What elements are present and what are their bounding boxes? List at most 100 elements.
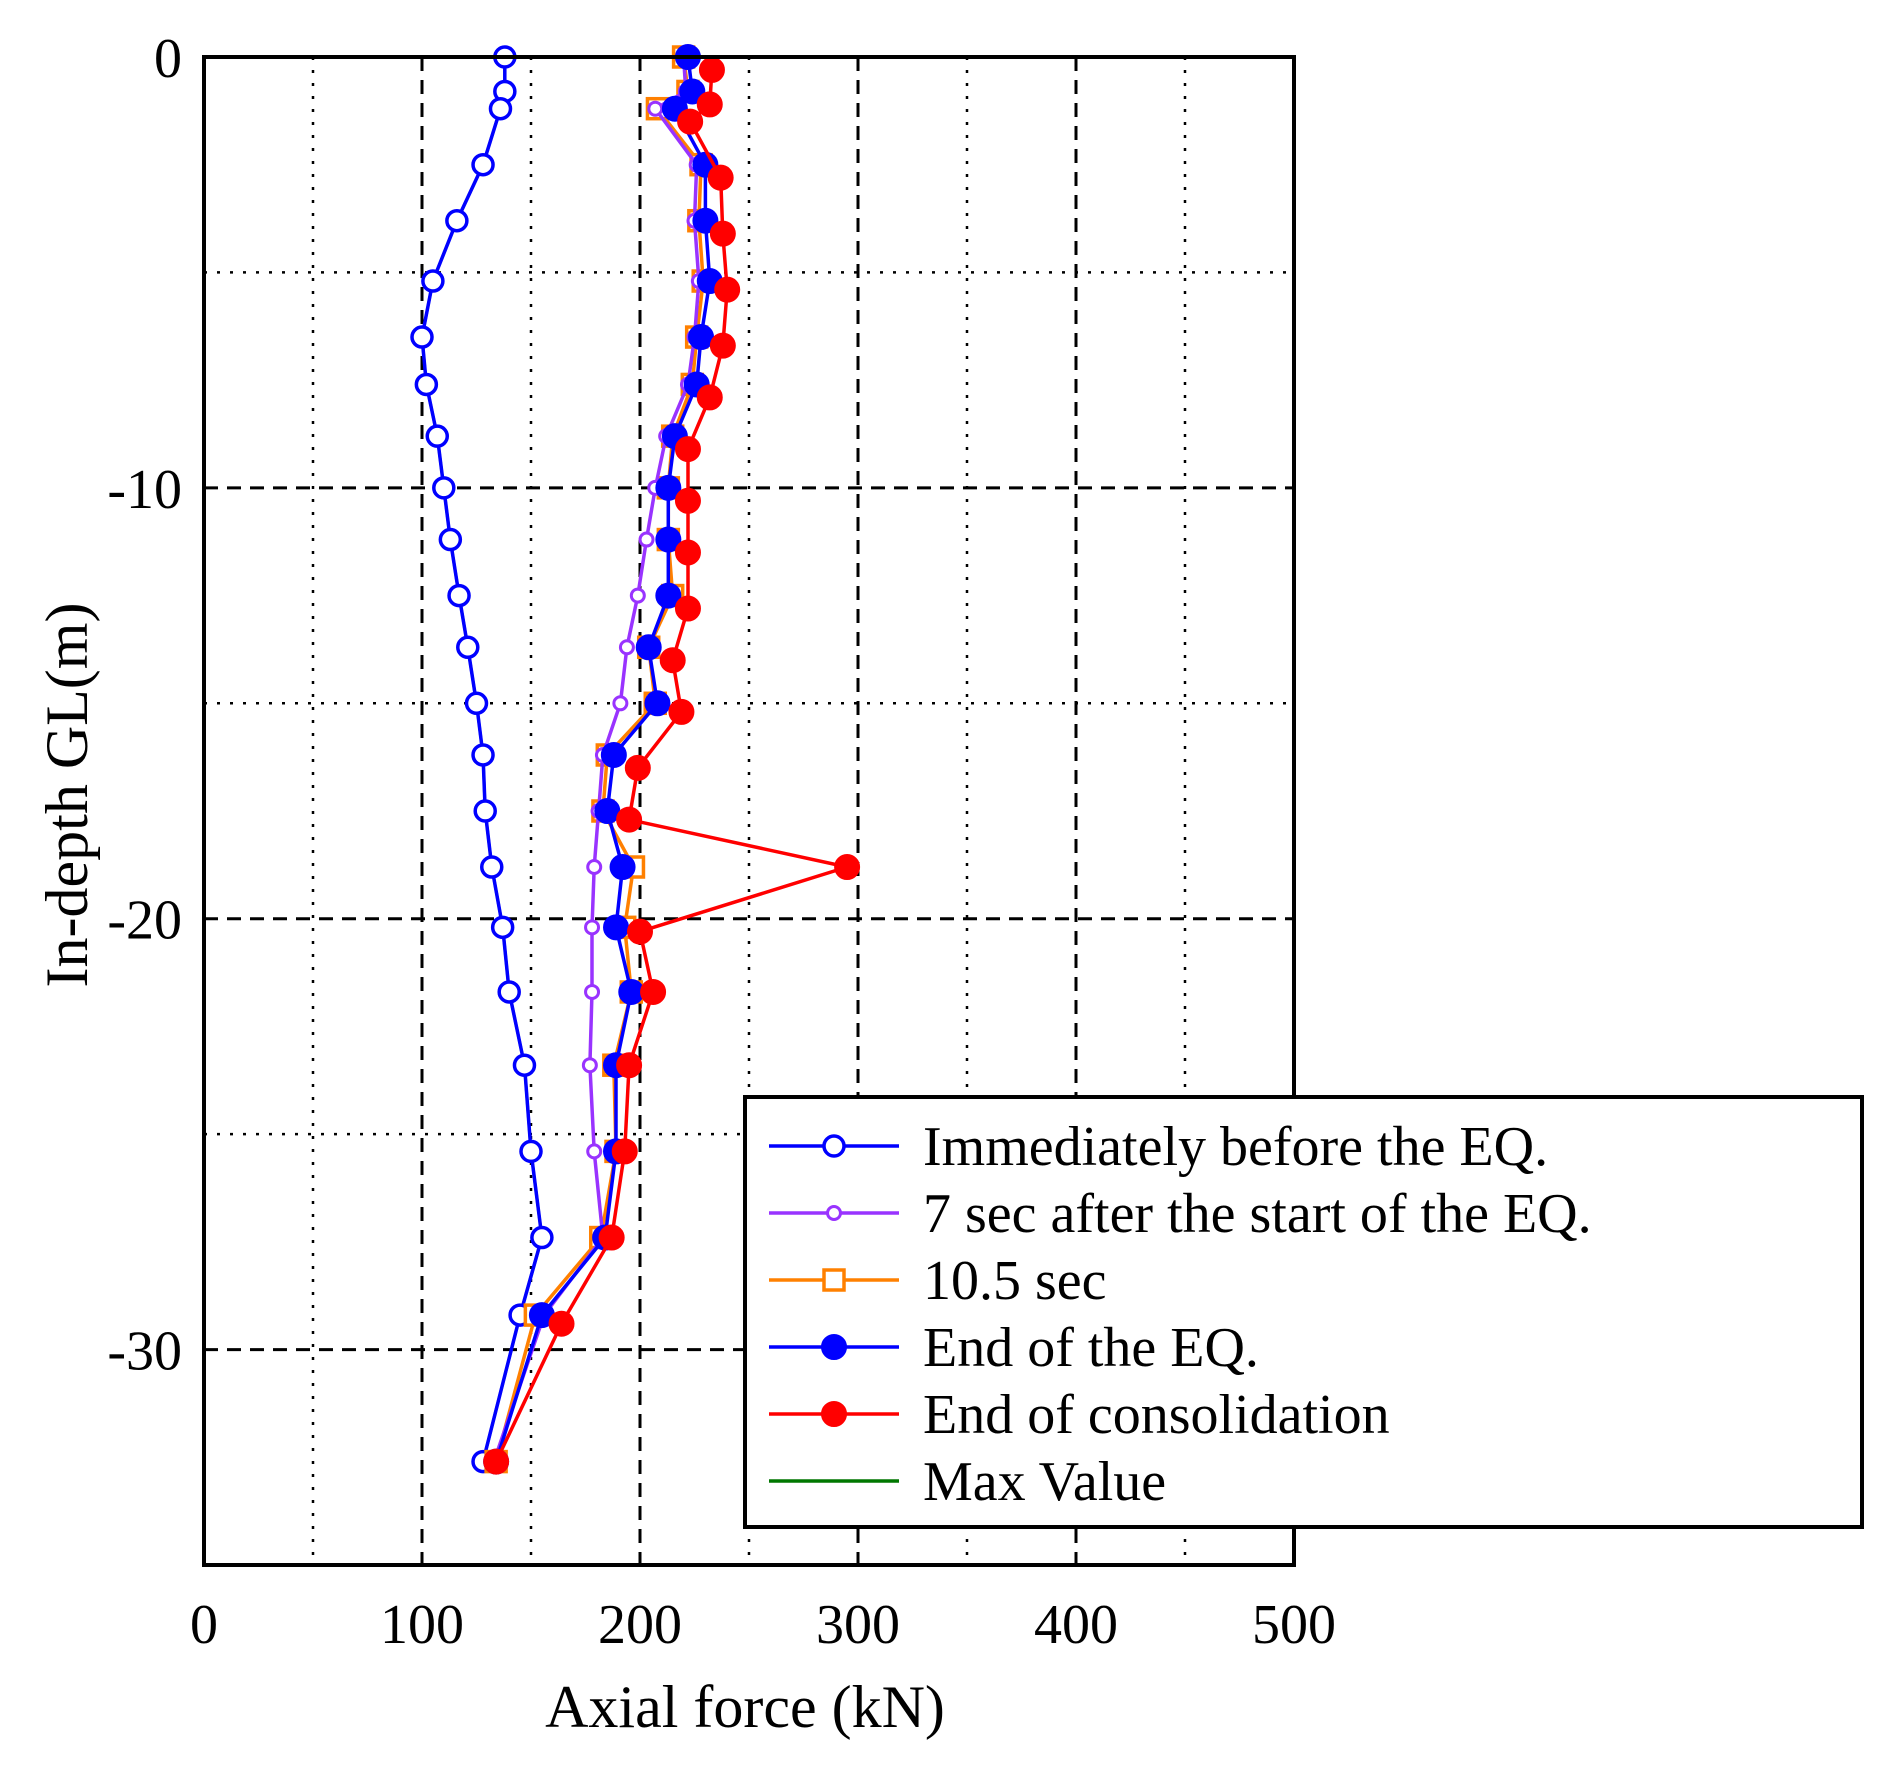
plot-frame <box>202 55 1296 1567</box>
data-point <box>707 164 734 191</box>
data-point <box>473 799 497 823</box>
data-point <box>677 108 704 135</box>
data-point <box>659 647 686 674</box>
data-point <box>627 918 653 945</box>
data-point <box>410 325 434 349</box>
data-point <box>548 1310 575 1337</box>
x-tick-label: 0 <box>190 1594 218 1656</box>
data-point <box>640 978 667 1005</box>
data-point <box>464 691 489 716</box>
data-point <box>586 1143 603 1160</box>
data-point <box>668 698 695 725</box>
legend-entry: Immediately before the EQ. <box>769 1116 1548 1178</box>
legend-label: Max Value <box>923 1451 1166 1513</box>
data-point <box>692 207 719 234</box>
data-point <box>822 1268 846 1292</box>
data-point <box>674 487 701 514</box>
data-point <box>421 269 445 293</box>
data-point <box>674 595 701 622</box>
x-tick-label: 500 <box>1252 1594 1336 1656</box>
legend-label: 7 sec after the start of the EQ. <box>923 1183 1592 1245</box>
data-point <box>674 539 701 566</box>
data-point <box>598 1224 625 1251</box>
data-point <box>480 855 504 879</box>
data-point <box>425 424 450 448</box>
legend-label: 10.5 sec <box>923 1250 1107 1312</box>
data-point <box>581 1057 598 1074</box>
data-point <box>512 1053 537 1077</box>
x-axis-title: Axial force (kN) <box>545 1674 945 1740</box>
data-point <box>584 919 601 936</box>
data-point <box>709 220 736 247</box>
data-point <box>432 476 456 500</box>
legend-label: End of consolidation <box>923 1384 1390 1446</box>
series-layer <box>410 44 861 1475</box>
x-tick-label: 100 <box>380 1594 464 1656</box>
legend-entry: 10.5 sec <box>769 1250 1107 1312</box>
data-point <box>611 1138 638 1165</box>
data-point <box>600 741 627 768</box>
data-point <box>834 854 861 881</box>
data-point <box>609 854 636 881</box>
legend-label: Immediately before the EQ. <box>923 1116 1548 1178</box>
legend-entry: 7 sec after the start of the EQ. <box>769 1183 1592 1245</box>
data-point <box>497 980 521 1004</box>
y-tick-label: -10 <box>107 459 182 521</box>
data-point <box>644 690 671 717</box>
data-point <box>445 208 469 233</box>
data-point <box>447 583 471 608</box>
data-point <box>679 78 706 105</box>
data-point <box>616 806 643 833</box>
data-point <box>490 915 515 940</box>
data-point <box>635 634 662 661</box>
tick-labels: 0 100 200 300 400 500 0 -10 -20 -30 <box>107 28 1336 1656</box>
data-point <box>584 983 601 1000</box>
legend: Immediately before the EQ.7 sec after th… <box>743 1095 1864 1529</box>
series-5 <box>483 56 861 1475</box>
data-point <box>612 695 629 712</box>
data-point <box>603 914 630 941</box>
series-line <box>492 56 701 1463</box>
data-point <box>714 276 741 303</box>
y-tick-label: 0 <box>154 28 182 90</box>
legend-entry: End of consolidation <box>769 1384 1390 1446</box>
data-point <box>624 754 651 781</box>
data-point <box>688 324 715 351</box>
data-point <box>821 1401 847 1427</box>
data-point <box>483 1448 510 1475</box>
data-point <box>616 1052 643 1079</box>
data-point <box>519 1139 543 1164</box>
data-point <box>488 96 513 121</box>
data-point <box>674 436 701 463</box>
data-point <box>586 859 603 876</box>
y-axis-title: In-depth GL(m) <box>34 603 100 988</box>
data-point <box>629 587 646 604</box>
data-point <box>822 1134 846 1158</box>
data-point <box>471 743 495 767</box>
x-tick-label: 400 <box>1034 1594 1118 1656</box>
data-point <box>655 582 682 609</box>
data-point <box>594 798 621 824</box>
data-point <box>821 1334 847 1360</box>
data-point <box>696 91 723 118</box>
x-tick-label: 300 <box>816 1594 900 1656</box>
legend-entry: End of the EQ. <box>769 1317 1259 1379</box>
y-tick-label: -30 <box>107 1321 182 1383</box>
data-point <box>696 384 723 411</box>
x-tick-label: 200 <box>598 1594 682 1656</box>
legend-box <box>743 1095 1864 1529</box>
data-point <box>826 1205 842 1221</box>
data-point <box>438 527 463 552</box>
y-tick-label: -20 <box>107 890 182 952</box>
data-point <box>414 372 439 397</box>
data-point <box>638 531 655 548</box>
data-point <box>618 978 645 1005</box>
legend-entry: Max Value <box>769 1451 1166 1513</box>
data-point <box>698 56 725 83</box>
data-point <box>456 635 480 660</box>
series-1 <box>410 45 554 1474</box>
data-point <box>618 639 635 656</box>
data-point <box>709 332 736 359</box>
legend-label: End of the EQ. <box>923 1317 1259 1379</box>
